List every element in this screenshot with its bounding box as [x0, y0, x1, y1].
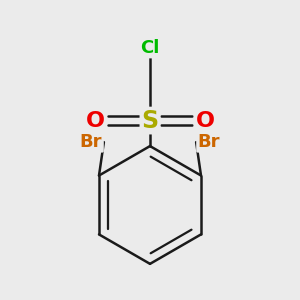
Text: Br: Br	[198, 133, 220, 151]
Text: Cl: Cl	[140, 39, 160, 57]
Text: S: S	[141, 109, 159, 133]
Text: Br: Br	[80, 133, 102, 151]
Text: O: O	[196, 111, 214, 130]
Text: O: O	[85, 111, 104, 130]
